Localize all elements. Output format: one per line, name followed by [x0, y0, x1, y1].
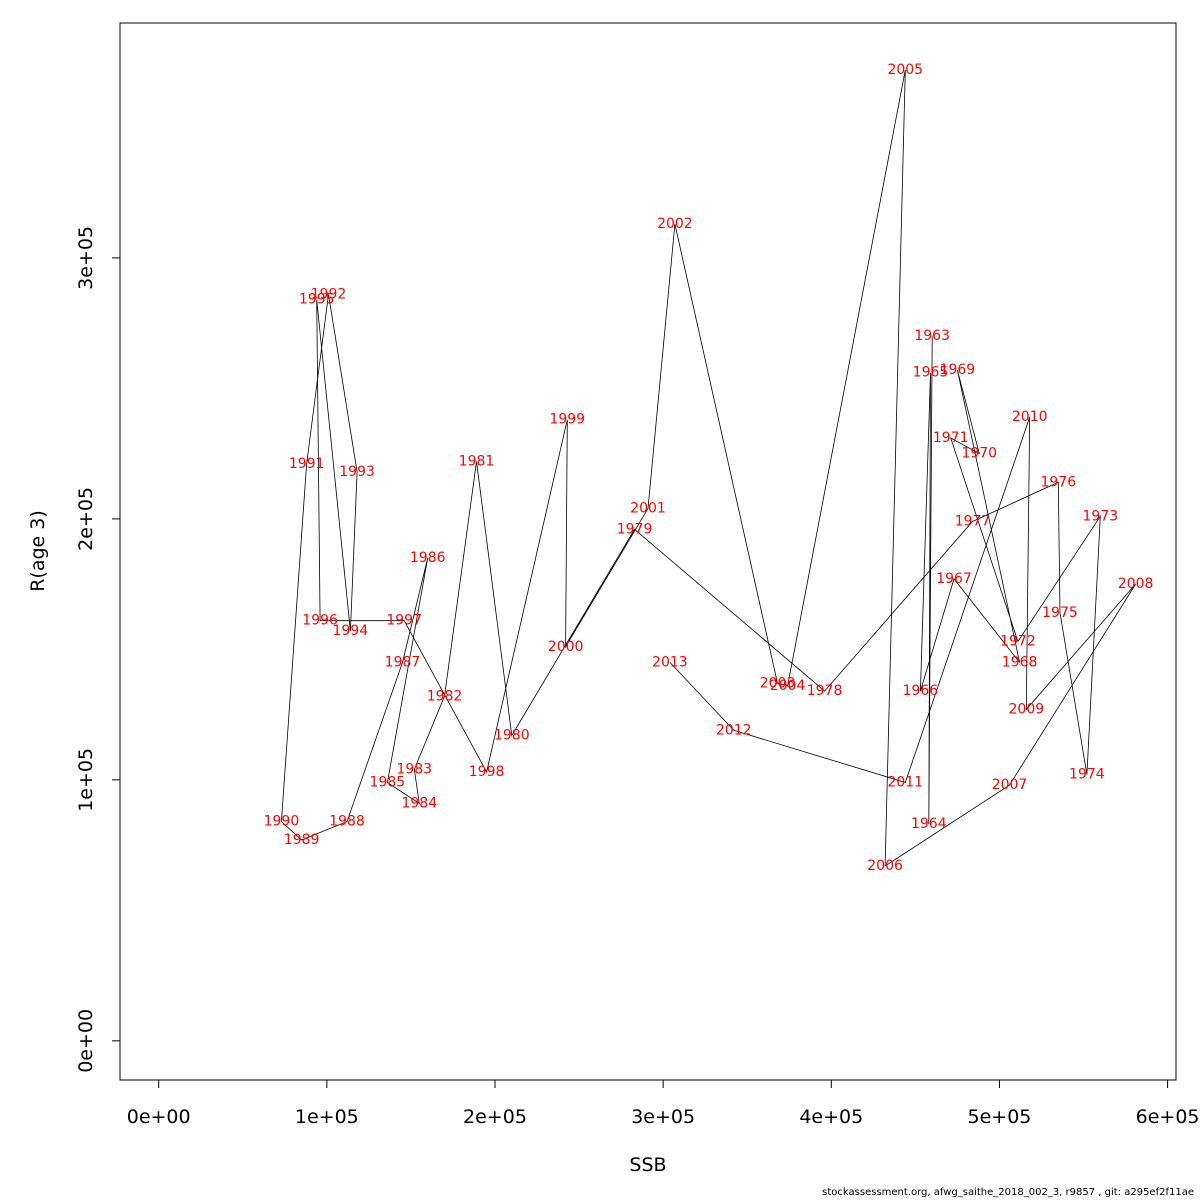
point-label-2008: 2008: [1118, 576, 1154, 592]
point-label-1978: 1978: [807, 683, 843, 699]
point-label-1965: 1965: [913, 365, 949, 381]
x-tick-label: 6e+05: [1136, 1106, 1200, 1128]
point-label-2011: 2011: [887, 774, 923, 790]
footer-attribution: stockassessment.org, afwg_saithe_2018_00…: [822, 1187, 1194, 1198]
point-label-1990: 1990: [264, 814, 300, 830]
point-label-1967: 1967: [936, 571, 972, 587]
point-label-1997: 1997: [386, 613, 422, 629]
point-label-1971: 1971: [933, 430, 969, 446]
point-label-1979: 1979: [617, 521, 653, 537]
y-tick-label: 2e+05: [75, 487, 97, 551]
y-axis-title: R(age 3): [27, 510, 49, 592]
point-label-1981: 1981: [459, 453, 495, 469]
point-label-1980: 1980: [494, 727, 530, 743]
plot-frame: [119, 22, 1177, 1081]
point-label-1968: 1968: [1002, 654, 1038, 670]
point-label-2010: 2010: [1012, 409, 1048, 425]
point-label-1991: 1991: [289, 456, 325, 472]
point-label-1982: 1982: [427, 688, 463, 704]
point-label-1992: 1992: [311, 286, 347, 302]
x-tick-label: 1e+05: [295, 1106, 359, 1128]
point-label-1974: 1974: [1069, 767, 1105, 783]
point-label-1984: 1984: [401, 795, 437, 811]
point-label-1963: 1963: [914, 328, 950, 344]
x-tick-label: 2e+05: [463, 1106, 527, 1128]
x-tick-label: 5e+05: [968, 1106, 1032, 1128]
x-axis-title: SSB: [629, 1154, 666, 1176]
point-label-1995: 1995: [299, 292, 335, 308]
point-label-1976: 1976: [1040, 474, 1076, 490]
point-label-1983: 1983: [396, 761, 432, 777]
point-label-1996: 1996: [302, 613, 338, 629]
point-label-2001: 2001: [630, 500, 666, 516]
point-label-2013: 2013: [652, 654, 688, 670]
point-label-1972: 1972: [1000, 634, 1036, 650]
y-tick-label: 1e+05: [75, 748, 97, 812]
x-tick-label: 3e+05: [631, 1106, 695, 1128]
point-label-2000: 2000: [548, 639, 584, 655]
point-label-1970: 1970: [961, 446, 997, 462]
x-axis: 0e+00 1e+05 2e+05 3e+05 4e+05 5e+05 6e+05: [127, 1079, 1200, 1128]
point-label-1987: 1987: [385, 654, 421, 670]
point-label-1986: 1986: [410, 550, 446, 566]
y-tick-label: 3e+05: [75, 226, 97, 290]
y-axis: 0e+00 1e+05 2e+05 3e+05: [75, 226, 121, 1073]
point-label-2004: 2004: [770, 678, 806, 694]
series-line: [280, 69, 1136, 867]
point-label-1966: 1966: [903, 683, 939, 699]
point-label-1994: 1994: [333, 623, 369, 639]
x-tick-label: 4e+05: [799, 1106, 863, 1128]
point-label-1969: 1969: [940, 362, 976, 378]
point-label-2005: 2005: [887, 62, 923, 78]
point-label-1989: 1989: [284, 832, 320, 848]
point-label-1999: 1999: [549, 412, 585, 428]
point-label-2007: 2007: [992, 777, 1028, 793]
point-label-2009: 2009: [1009, 701, 1045, 717]
x-tick-label: 0e+00: [127, 1106, 191, 1128]
y-tick-label: 0e+00: [75, 1009, 97, 1073]
point-label-1977: 1977: [955, 513, 991, 529]
point-label-1964: 1964: [911, 816, 947, 832]
point-label-1998: 1998: [469, 764, 505, 780]
point-label-1988: 1988: [329, 814, 365, 830]
point-label-2012: 2012: [716, 722, 752, 738]
point-label-1973: 1973: [1083, 508, 1119, 524]
point-label-1985: 1985: [370, 774, 406, 790]
point-label-2006: 2006: [867, 858, 903, 874]
point-label-2002: 2002: [657, 216, 693, 232]
point-label-1975: 1975: [1042, 605, 1078, 621]
trajectory-line: [280, 69, 1136, 867]
point-label-1993: 1993: [339, 464, 375, 480]
point-label-2003: 2003: [760, 675, 796, 691]
